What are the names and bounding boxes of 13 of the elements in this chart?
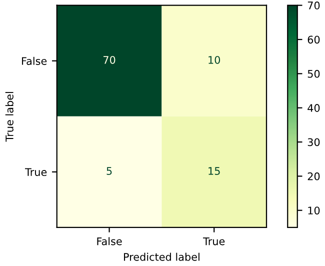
color-bar-label: 50: [308, 70, 320, 78]
y-axis-title: True label: [5, 92, 14, 142]
color-bar-label: 70: [308, 2, 320, 10]
data-label: 70: [104, 56, 116, 64]
color-bar-label: 20: [308, 172, 320, 180]
color-bar-label: 60: [308, 36, 320, 44]
data-label: 15: [208, 167, 220, 175]
color-bar-label: 10: [308, 206, 320, 214]
color-bar-label: 30: [308, 138, 320, 146]
data-label: 10: [208, 56, 220, 64]
data-label: 5: [106, 167, 112, 175]
color-bar-label: 40: [308, 104, 320, 112]
x-axis-title: Predicted label: [124, 252, 200, 261]
